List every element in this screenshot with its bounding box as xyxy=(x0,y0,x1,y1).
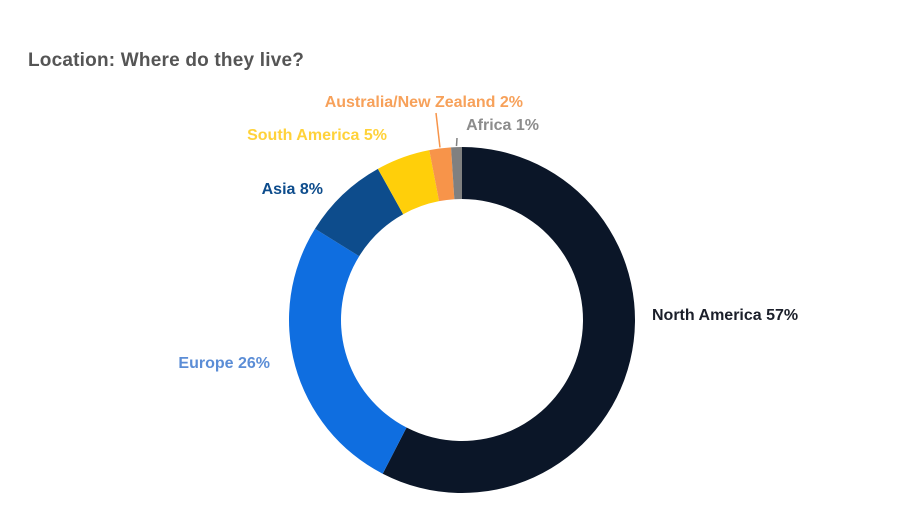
slice-asia xyxy=(314,168,404,257)
slice-north-america xyxy=(382,147,635,493)
slice-africa xyxy=(451,147,462,200)
label-africa: Africa 1% xyxy=(466,117,539,134)
leader-lines-group xyxy=(435,112,458,148)
label-south-america: South America 5% xyxy=(247,127,387,144)
leader-line xyxy=(455,137,458,147)
label-asia: Asia 8% xyxy=(262,181,323,198)
label-australia-new-zealand: Australia/New Zealand 2% xyxy=(325,94,523,111)
slice-europe xyxy=(288,228,407,474)
label-north-america: North America 57% xyxy=(652,307,798,324)
slice-australia-new-zealand xyxy=(429,147,455,202)
leader-line xyxy=(435,112,441,148)
chart-title: Location: Where do they live? xyxy=(28,50,305,71)
label-europe: Europe 26% xyxy=(178,355,270,372)
slice-south-america xyxy=(377,150,440,215)
labels-group: North America 57% Europe 26% Asia 8% South … xyxy=(178,94,798,372)
slices-group xyxy=(288,147,635,493)
